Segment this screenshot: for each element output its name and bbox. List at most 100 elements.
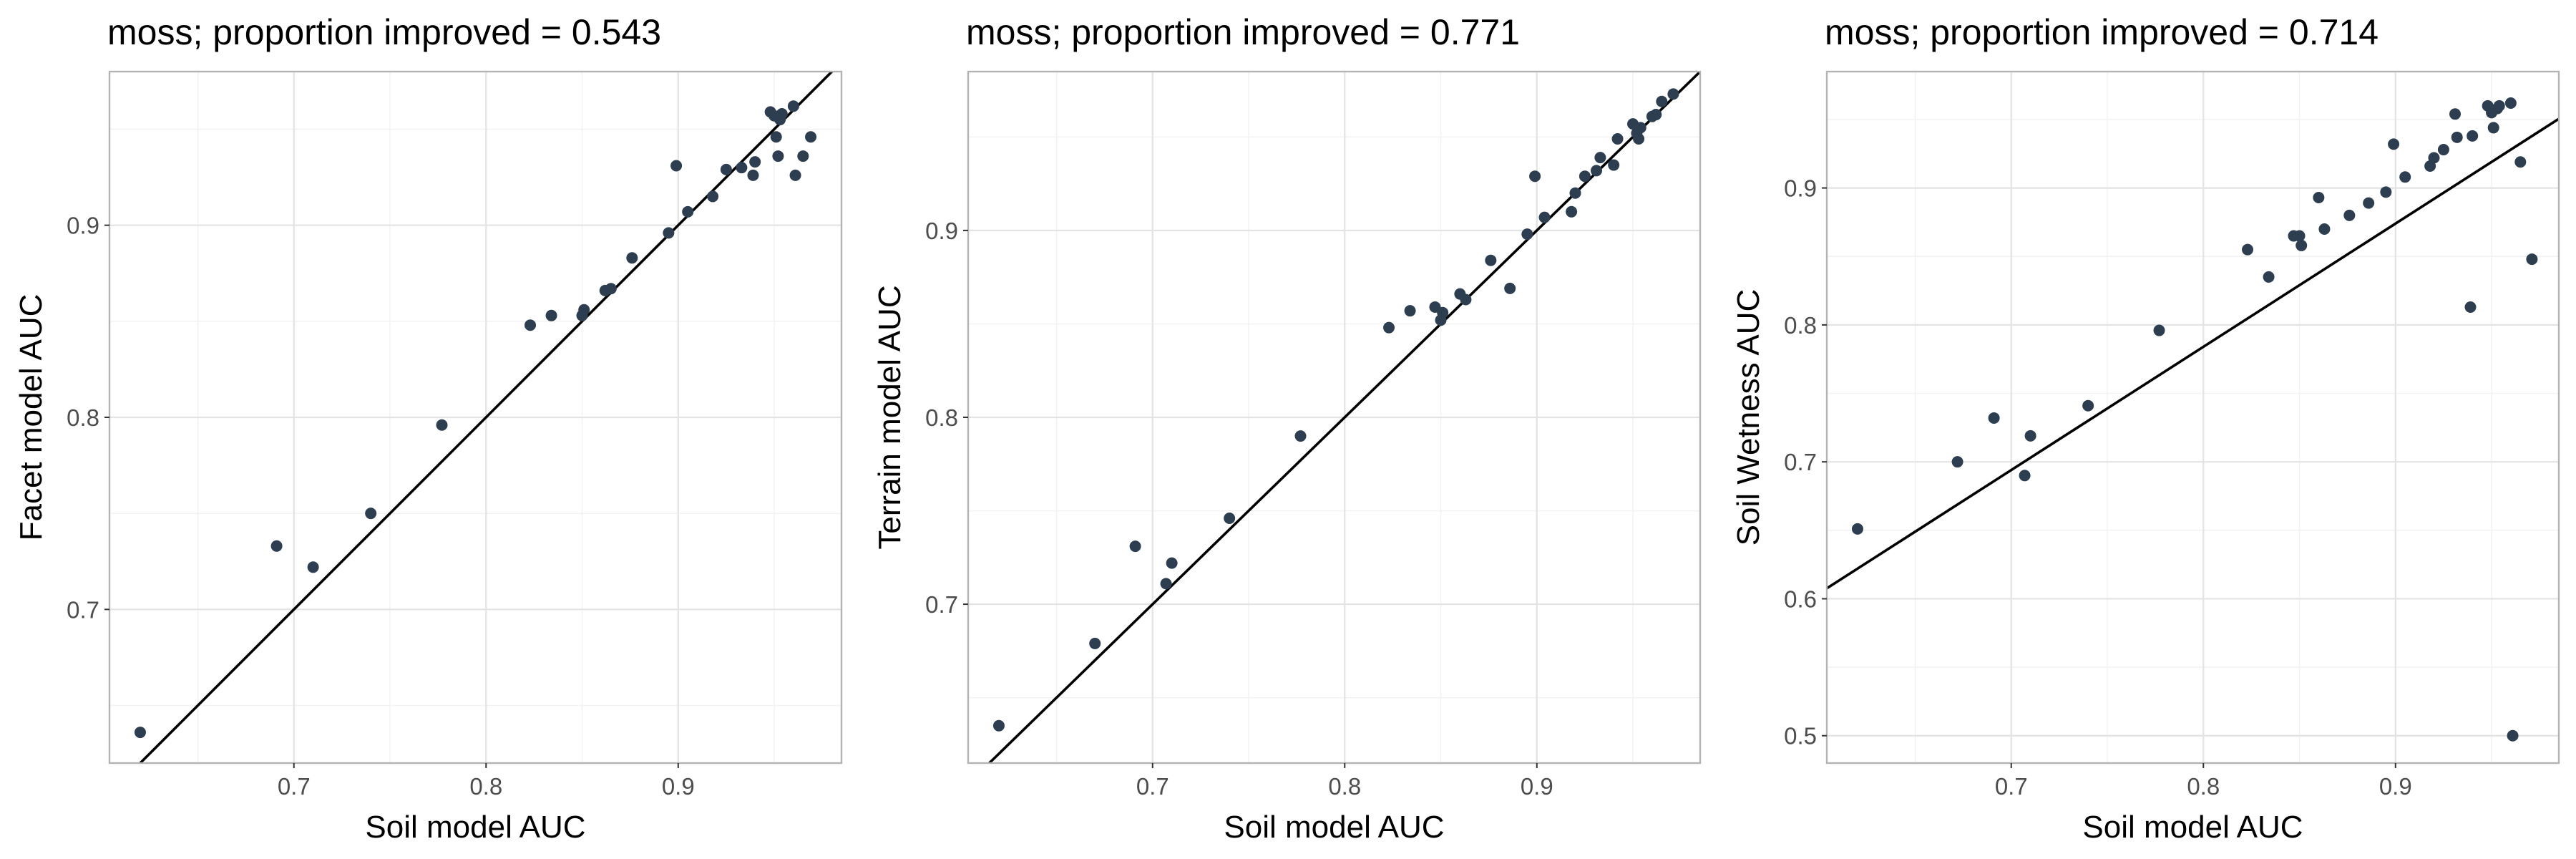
data-point <box>2380 186 2392 198</box>
data-point <box>2514 156 2527 168</box>
data-point <box>2487 122 2499 134</box>
data-point <box>2242 243 2254 256</box>
data-point <box>1521 228 1533 241</box>
x-tick-label: 0.9 <box>1521 773 1553 800</box>
data-point <box>1294 430 1307 442</box>
x-tick-label: 0.7 <box>278 773 311 800</box>
panel-frame <box>1825 70 2560 765</box>
data-point <box>992 719 1005 732</box>
data-point <box>1851 523 1863 535</box>
data-point <box>134 727 146 739</box>
data-point <box>1594 152 1606 164</box>
data-point <box>707 190 719 203</box>
data-point <box>525 319 537 331</box>
reference-line <box>1827 117 2559 591</box>
data-point <box>578 304 590 316</box>
data-point <box>2318 223 2331 235</box>
x-tick-label: 0.7 <box>1136 773 1169 800</box>
y-tick-label: 0.5 <box>1784 723 1817 749</box>
data-point <box>2467 130 2479 142</box>
data-point <box>1608 159 1620 171</box>
data-point <box>682 205 694 218</box>
data-point <box>2363 197 2375 209</box>
data-point <box>770 131 782 143</box>
y-tick-label: 0.9 <box>67 213 99 239</box>
x-tick-label: 0.8 <box>469 773 502 800</box>
data-point <box>2437 144 2449 156</box>
data-point <box>545 309 557 321</box>
y-axis-title: Soil Wetness AUC <box>1731 289 1766 546</box>
data-point <box>2464 301 2477 314</box>
x-tick-label: 0.8 <box>2187 773 2220 800</box>
data-point <box>1383 321 1395 334</box>
data-point <box>1437 306 1449 319</box>
y-axis-title: Terrain model AUC <box>872 285 907 549</box>
data-point <box>1611 132 1624 145</box>
panel-title: moss; proportion improved = 0.543 <box>107 12 661 52</box>
panel-title: moss; proportion improved = 0.714 <box>1825 12 2379 52</box>
y-tick-label: 0.7 <box>1784 449 1817 475</box>
panel-title: moss; proportion improved = 0.771 <box>966 12 1520 52</box>
data-point <box>1089 637 1101 649</box>
data-point <box>2293 230 2306 242</box>
y-tick-label: 0.8 <box>67 404 99 431</box>
data-point <box>1504 282 1516 294</box>
data-point <box>307 561 319 573</box>
data-point <box>2449 108 2462 120</box>
data-point <box>1160 578 1172 590</box>
data-point <box>1529 170 1541 183</box>
y-tick-label: 0.8 <box>925 404 958 431</box>
data-point <box>1538 211 1551 223</box>
x-tick-label: 0.7 <box>1995 773 2028 800</box>
y-tick-label: 0.9 <box>1784 175 1817 202</box>
y-tick-label: 0.7 <box>925 591 958 618</box>
data-point <box>1224 512 1236 524</box>
panel-background <box>1827 72 2559 763</box>
data-point <box>720 163 732 175</box>
data-point <box>2296 239 2308 251</box>
data-point <box>2493 100 2505 112</box>
data-point <box>1633 132 1645 145</box>
data-point <box>605 283 617 295</box>
x-tick-label: 0.9 <box>2379 773 2412 800</box>
data-point <box>1988 412 2000 424</box>
data-point <box>2526 253 2538 266</box>
x-axis-title: Soil model AUC <box>365 810 585 845</box>
chart-panel-1: 0.7 0.8 0.9 0.7 0.8 0.9 moss; proportion impro… <box>14 12 843 845</box>
data-point <box>1650 109 1662 121</box>
data-point <box>2313 191 2325 203</box>
y-tick-label: 0.6 <box>1784 586 1817 612</box>
data-point <box>436 419 448 431</box>
data-point <box>1634 122 1646 134</box>
data-point <box>1591 165 1603 177</box>
chart-panel-2: 0.7 0.8 0.9 0.7 0.8 0.9 moss; proportion impro… <box>872 12 1702 845</box>
data-point <box>2019 470 2031 482</box>
x-tick-label: 0.8 <box>1328 773 1361 800</box>
data-point <box>2153 324 2165 336</box>
data-point <box>1566 205 1578 218</box>
x-axis-title: Soil model AUC <box>1224 810 1444 845</box>
data-point <box>749 156 761 168</box>
data-point <box>2082 399 2094 412</box>
data-point <box>663 227 675 239</box>
y-tick-label: 0.9 <box>925 218 958 244</box>
x-axis-title: Soil model AUC <box>2082 810 2303 845</box>
data-point <box>270 540 283 552</box>
data-point <box>787 100 799 112</box>
data-point <box>626 252 638 264</box>
y-tick-label: 0.7 <box>67 596 99 623</box>
data-point <box>2504 97 2517 109</box>
data-point <box>736 162 748 174</box>
data-point <box>2451 131 2463 143</box>
data-point <box>1569 187 1581 199</box>
data-point <box>2399 171 2411 183</box>
data-point <box>1951 456 1963 468</box>
data-point <box>1166 557 1178 569</box>
data-point <box>2263 271 2275 283</box>
data-point <box>2343 209 2356 221</box>
data-point <box>1129 540 1141 553</box>
y-axis-title: Facet model AUC <box>14 294 49 541</box>
data-point <box>670 160 683 172</box>
data-point <box>747 169 759 181</box>
